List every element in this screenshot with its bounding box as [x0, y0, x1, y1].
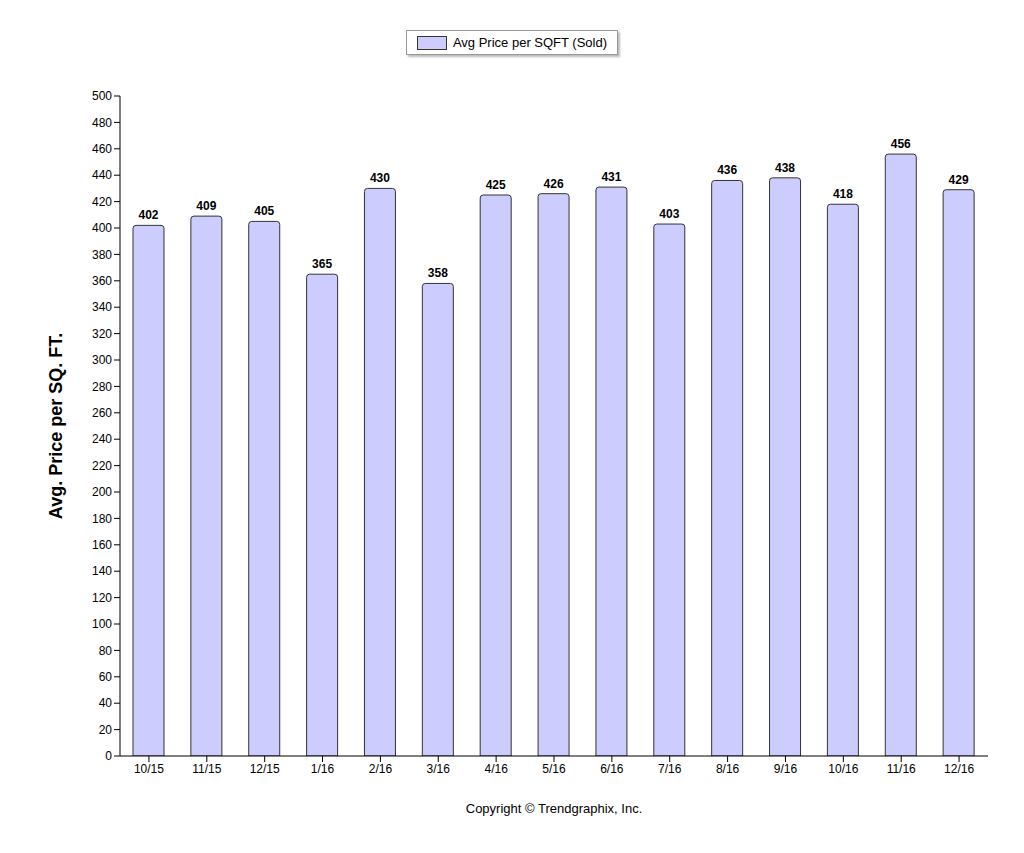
svg-text:160: 160 [92, 538, 112, 552]
svg-text:409: 409 [196, 199, 216, 213]
svg-text:436: 436 [717, 163, 737, 177]
svg-text:429: 429 [949, 173, 969, 187]
svg-text:431: 431 [601, 170, 621, 184]
svg-text:0: 0 [105, 749, 112, 763]
svg-text:200: 200 [92, 485, 112, 499]
svg-text:5/16: 5/16 [542, 762, 566, 776]
svg-text:80: 80 [99, 644, 113, 658]
svg-text:6/16: 6/16 [600, 762, 624, 776]
html-text:Avg Price per SQFT (Sold): Avg Price per SQFT (Sold) [452, 35, 608, 50]
svg-text:2/16: 2/16 [369, 762, 393, 776]
svg-text:9/16: 9/16 [774, 762, 798, 776]
svg-text:12/16: 12/16 [944, 762, 974, 776]
svg-text:10/16: 10/16 [828, 762, 858, 776]
svg-text:11/15: 11/15 [192, 762, 221, 776]
svg-text:140: 140 [92, 564, 112, 578]
svg-text:440: 440 [92, 168, 112, 182]
svg-text:402: 402 [138, 208, 158, 222]
svg-text:420: 420 [92, 195, 112, 209]
svg-text:260: 260 [92, 406, 112, 420]
svg-text:430: 430 [370, 171, 390, 185]
svg-text:438: 438 [775, 161, 795, 175]
svg-text:Avg. Price per SQ. FT.: Avg. Price per SQ. FT. [46, 333, 66, 519]
svg-text:340: 340 [92, 300, 112, 314]
svg-text:500: 500 [92, 89, 112, 103]
svg-text:426: 426 [544, 177, 564, 191]
svg-text:405: 405 [254, 204, 274, 218]
svg-text:8/16: 8/16 [716, 762, 740, 776]
svg-text:120: 120 [92, 591, 112, 605]
svg-text:12/15: 12/15 [250, 762, 280, 776]
svg-text:456: 456 [891, 137, 911, 151]
svg-text:10/15: 10/15 [134, 762, 164, 776]
svg-text:400: 400 [92, 221, 112, 235]
svg-text:403: 403 [659, 207, 679, 221]
svg-text:1/16: 1/16 [311, 762, 335, 776]
svg-text:320: 320 [92, 327, 112, 341]
svg-text:425: 425 [486, 178, 506, 192]
svg-text:3/16: 3/16 [427, 762, 451, 776]
svg-text:20: 20 [99, 723, 113, 737]
svg-text:7/16: 7/16 [658, 762, 682, 776]
html-text:Copyright © Trendgraphix, Inc.: Copyright © Trendgraphix, Inc. [465, 801, 643, 816]
svg-text:40: 40 [99, 696, 113, 710]
svg-text:365: 365 [312, 257, 332, 271]
svg-text:11/16: 11/16 [887, 762, 916, 776]
svg-text:180: 180 [92, 512, 112, 526]
svg-text:240: 240 [92, 432, 112, 446]
svg-text:460: 460 [92, 142, 112, 156]
svg-text:220: 220 [92, 459, 112, 473]
svg-text:100: 100 [92, 617, 112, 631]
svg-text:4/16: 4/16 [484, 762, 508, 776]
svg-text:360: 360 [92, 274, 112, 288]
svg-text:358: 358 [428, 266, 448, 280]
svg-text:60: 60 [99, 670, 113, 684]
svg-text:300: 300 [92, 353, 112, 367]
svg-text:480: 480 [92, 116, 112, 130]
svg-text:280: 280 [92, 380, 112, 394]
svg-text:418: 418 [833, 187, 853, 201]
svg-text:380: 380 [92, 248, 112, 262]
